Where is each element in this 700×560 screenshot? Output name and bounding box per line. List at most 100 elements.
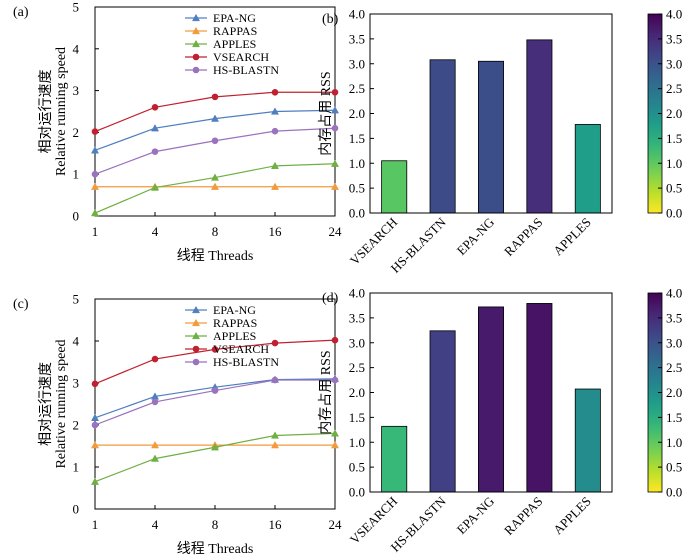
colorbar-tick-label: 0.5 bbox=[666, 460, 682, 475]
category-label: EPA-NG bbox=[454, 215, 497, 258]
y-tick-label: 0 bbox=[73, 502, 80, 517]
data-point bbox=[91, 421, 99, 429]
data-point bbox=[270, 431, 280, 439]
bar-rappas bbox=[526, 303, 553, 493]
series-hs-blastn bbox=[91, 124, 339, 178]
data-point bbox=[90, 477, 100, 485]
y-tick-label: 1 bbox=[73, 460, 80, 475]
series-line bbox=[94, 432, 336, 483]
colorbar-tick-label: 3.5 bbox=[666, 310, 682, 325]
y-tick-label: 4 bbox=[73, 334, 80, 349]
y-tick-label: 2.5 bbox=[349, 360, 365, 375]
data-point bbox=[90, 208, 100, 217]
data-point bbox=[211, 93, 219, 101]
data-point bbox=[271, 88, 279, 96]
panel-label: (b) bbox=[322, 12, 339, 27]
colorbar-tick-label: 1.0 bbox=[666, 156, 682, 171]
colorbar-tick-label: 3.0 bbox=[666, 56, 682, 71]
colorbar: 0.0 0.5 1.0 1.5 2.0 2.5 3.0 3.5 4.0 bbox=[647, 7, 682, 221]
legend-label: VSEARCH bbox=[213, 342, 269, 356]
y-axis-title: 内存占用 RSS bbox=[318, 350, 334, 434]
x-axis-title: 线程 Threads bbox=[177, 248, 254, 264]
x-tick-label: 8 bbox=[212, 224, 219, 239]
y-axis-title-en: Relative running speed bbox=[54, 47, 69, 176]
data-point bbox=[270, 182, 280, 190]
panel-label: (a) bbox=[13, 5, 29, 20]
y-tick-label: 0 bbox=[73, 209, 80, 224]
colorbar-tick-label: 2.0 bbox=[666, 106, 682, 121]
colorbar-tick-label: 2.5 bbox=[666, 360, 682, 375]
series-apples bbox=[90, 429, 340, 485]
legend-label: APPLES bbox=[213, 329, 256, 343]
data-point bbox=[330, 441, 340, 449]
colorbar-tick-label: 4.0 bbox=[666, 7, 682, 22]
legend-label: RAPPAS bbox=[213, 24, 257, 38]
colorbar-tick-label: 0.5 bbox=[666, 181, 682, 196]
data-point bbox=[331, 376, 339, 384]
legend-marker bbox=[191, 331, 201, 340]
data-point bbox=[210, 182, 220, 190]
legend-label: RAPPAS bbox=[213, 316, 257, 330]
bar-apples bbox=[574, 124, 601, 214]
data-point bbox=[330, 159, 340, 167]
colorbar-tick-label: 1.5 bbox=[666, 410, 682, 425]
category-label: APPLES bbox=[550, 215, 594, 259]
y-tick-label: 3 bbox=[73, 376, 80, 391]
y-tick-label: 3.0 bbox=[349, 335, 365, 350]
colorbar-tick-label: 0.0 bbox=[666, 206, 682, 221]
data-point bbox=[331, 124, 339, 132]
y-axis-title-cn: 相对运行速度 bbox=[38, 70, 54, 154]
data-point bbox=[90, 413, 100, 421]
panel-label: (d) bbox=[322, 291, 339, 306]
data-point bbox=[91, 170, 99, 178]
bar-vsearch bbox=[381, 160, 408, 214]
legend-marker bbox=[191, 318, 201, 327]
y-axis-title-cn: 相对运行速度 bbox=[38, 362, 54, 446]
data-point bbox=[90, 441, 100, 449]
y-tick-label: 5 bbox=[73, 292, 80, 307]
category-label: EPA-NG bbox=[454, 494, 497, 537]
series-epa-ng bbox=[90, 374, 340, 421]
y-tick-label: 0.5 bbox=[349, 181, 365, 196]
data-point bbox=[91, 128, 99, 135]
colorbar-tick-label: 0.0 bbox=[666, 485, 682, 500]
x-tick-label: 1 bbox=[92, 517, 99, 532]
data-point bbox=[150, 183, 160, 191]
series-epa-ng bbox=[90, 106, 340, 154]
series-rappas bbox=[90, 182, 340, 190]
colorbar-tick-label: 2.0 bbox=[666, 385, 682, 400]
legend-marker bbox=[192, 345, 200, 353]
data-point bbox=[150, 454, 160, 462]
y-tick-label: 5 bbox=[73, 0, 80, 15]
colorbar-tick-label: 3.0 bbox=[666, 335, 682, 350]
data-point bbox=[211, 346, 219, 353]
category-label: RAPPAS bbox=[501, 215, 546, 260]
x-tick-label: 24 bbox=[329, 517, 343, 532]
x-tick-label: 16 bbox=[269, 224, 283, 239]
data-point bbox=[151, 148, 159, 155]
y-tick-label: 1.0 bbox=[349, 435, 365, 450]
y-tick-label: 2.0 bbox=[349, 385, 365, 400]
bar-rappas bbox=[526, 39, 553, 214]
legend-marker bbox=[191, 39, 201, 48]
y-tick-label: 1.5 bbox=[349, 131, 365, 146]
data-point bbox=[91, 380, 99, 388]
y-tick-label: 2.5 bbox=[349, 81, 365, 96]
x-axis-title: 线程 Threads bbox=[177, 541, 254, 557]
legend-marker bbox=[192, 53, 200, 61]
colorbar-tick-label: 1.0 bbox=[666, 435, 682, 450]
x-tick-label: 4 bbox=[152, 224, 159, 239]
data-point bbox=[90, 146, 100, 154]
y-tick-label: 4.0 bbox=[349, 286, 365, 301]
bar-epa-ng bbox=[478, 60, 504, 214]
data-point bbox=[270, 441, 280, 449]
legend-label: EPA-NG bbox=[213, 303, 256, 317]
series-line bbox=[94, 127, 336, 175]
legend-label: HS-BLASTN bbox=[213, 355, 279, 369]
data-point bbox=[151, 355, 159, 363]
y-tick-label: 3.0 bbox=[349, 56, 365, 71]
x-tick-label: 1 bbox=[92, 224, 99, 239]
